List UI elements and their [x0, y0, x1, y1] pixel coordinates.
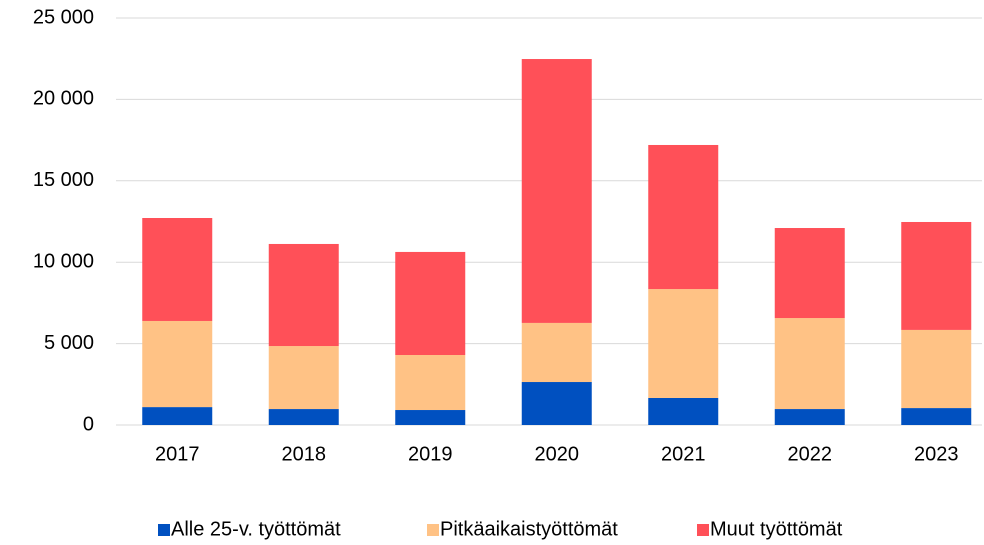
bar-segment [395, 410, 466, 425]
legend-swatch [697, 524, 709, 536]
bar-segment [648, 289, 719, 398]
bar-segment [774, 318, 845, 410]
y-tick-label: 25 000 [33, 6, 94, 28]
x-tick-label: 2017 [155, 443, 200, 465]
x-tick-label: 2020 [535, 443, 580, 465]
x-tick-label: 2018 [282, 443, 327, 465]
bar-segment [901, 408, 972, 425]
legend-swatch [427, 524, 439, 536]
bar-segment [142, 407, 213, 425]
bar-segment [774, 409, 845, 425]
y-tick-label: 10 000 [33, 250, 94, 272]
bar-segment [268, 346, 339, 410]
bar-segment [395, 354, 466, 411]
bar-segment [901, 329, 972, 409]
bar-segment [521, 382, 592, 425]
bar-segment [268, 409, 339, 425]
x-tick-label: 2023 [914, 443, 959, 465]
y-tick-label: 20 000 [33, 88, 94, 110]
y-tick-label: 5 000 [44, 332, 94, 354]
bar-segment [648, 397, 719, 425]
x-tick-label: 2019 [408, 443, 453, 465]
bar-segment [142, 217, 213, 321]
bar-segment [521, 322, 592, 383]
bar-segment [901, 221, 972, 330]
bar-segment [395, 251, 466, 355]
legend-label: Pitkäaikaistyöttömät [440, 518, 618, 540]
x-tick-label: 2022 [788, 443, 833, 465]
legend-label: Alle 25-v. työttömät [171, 518, 341, 540]
legend-label: Muut työttömät [710, 518, 843, 540]
bar-segment [648, 144, 719, 290]
x-tick-label: 2021 [661, 443, 706, 465]
bar-segment [142, 320, 213, 408]
bar-segment [774, 228, 845, 319]
bar-segment [521, 59, 592, 323]
y-tick-label: 15 000 [33, 169, 94, 191]
y-tick-label: 0 [83, 413, 94, 435]
legend-swatch [158, 524, 170, 536]
bar-segment [268, 243, 339, 347]
